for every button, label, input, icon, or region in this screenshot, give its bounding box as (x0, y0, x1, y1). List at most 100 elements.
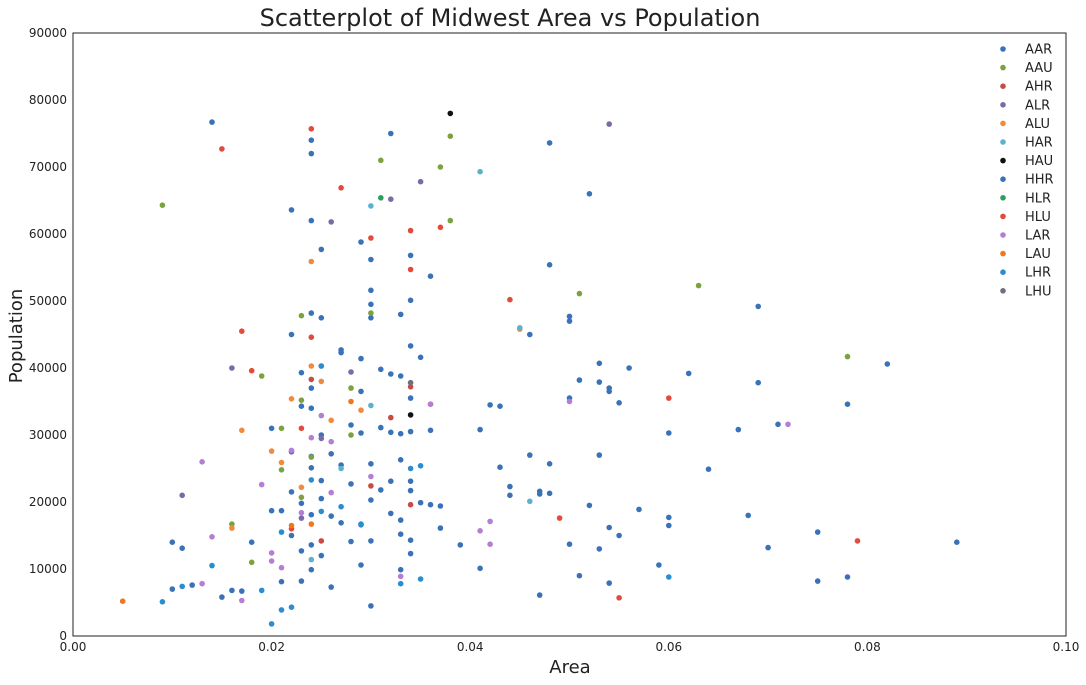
data-point (338, 349, 344, 356)
data-point (775, 421, 781, 428)
data-point (844, 353, 851, 360)
data-point (586, 502, 593, 509)
data-point (407, 465, 414, 472)
data-point (219, 146, 225, 152)
data-point (666, 522, 672, 529)
legend-label: ALR (1025, 98, 1050, 113)
data-point (497, 464, 503, 471)
data-point (189, 582, 195, 588)
legend-marker (1000, 195, 1006, 201)
data-point (427, 427, 434, 434)
data-point (358, 355, 364, 362)
data-point (407, 501, 414, 508)
data-point (388, 429, 394, 436)
data-point (844, 401, 851, 408)
data-point (507, 296, 513, 303)
data-point (785, 421, 791, 428)
legend-item-hlu: HLU (1000, 210, 1051, 225)
data-point (606, 388, 612, 395)
data-point (308, 385, 315, 391)
data-point (407, 550, 414, 557)
data-point (407, 379, 414, 386)
data-point (298, 509, 305, 516)
data-point (278, 467, 285, 473)
data-point (199, 459, 205, 465)
y-tick-label: 90000 (29, 26, 67, 40)
legend-label: HAU (1025, 154, 1053, 169)
data-point (258, 587, 265, 594)
legend-label: AAU (1025, 61, 1053, 76)
series-alr (179, 121, 612, 521)
series-lar (199, 398, 791, 604)
data-point (477, 565, 483, 572)
data-point (814, 529, 821, 535)
data-point (755, 379, 761, 386)
data-point (229, 521, 235, 527)
legend-item-har: HAR (1000, 136, 1053, 151)
data-point (388, 196, 394, 202)
data-point (288, 396, 295, 402)
plot-frame (72, 32, 1067, 637)
legend-item-ahr: AHR (1000, 80, 1053, 95)
data-point (308, 334, 315, 341)
data-point (397, 566, 404, 573)
data-point (328, 451, 335, 457)
data-point (606, 524, 612, 531)
legend-label: HLU (1025, 210, 1051, 225)
data-point (318, 378, 325, 385)
legend-label: LAU (1025, 247, 1051, 262)
data-point (527, 498, 533, 505)
data-point (219, 594, 225, 600)
data-point (606, 580, 612, 586)
legend: AAR AAU AHR ALR ALU HAR HAU HHR HLR HLU LAR LAU LHR L… (1000, 43, 1054, 299)
data-point (507, 492, 513, 499)
data-point (388, 414, 394, 421)
legend-label: LHR (1025, 266, 1051, 281)
data-point (368, 483, 374, 489)
y-tick-label: 60000 (29, 227, 67, 241)
data-point (338, 520, 344, 526)
data-point (407, 487, 414, 494)
legend-marker (1000, 120, 1006, 127)
data-point (288, 207, 295, 213)
data-point (298, 500, 305, 507)
data-point (318, 538, 325, 544)
data-point (566, 318, 573, 324)
data-point (437, 164, 444, 170)
data-point (318, 508, 325, 515)
data-point (278, 607, 285, 613)
data-point (417, 576, 424, 582)
data-point (477, 168, 483, 175)
data-point (318, 477, 325, 484)
data-point (666, 574, 672, 580)
legend-label: HHR (1025, 173, 1054, 188)
data-point (179, 583, 185, 590)
x-tick-label: 0.00 (60, 640, 87, 654)
data-point (407, 297, 414, 304)
legend-label: HAR (1025, 136, 1053, 151)
data-point (417, 354, 424, 361)
data-point (229, 587, 235, 594)
data-point (358, 239, 364, 245)
data-point (527, 331, 533, 338)
data-point (368, 310, 374, 316)
data-point (388, 130, 394, 137)
data-point (318, 315, 325, 321)
data-point (477, 528, 483, 534)
series-har (308, 168, 533, 563)
y-tick-label: 40000 (29, 361, 67, 375)
legend-item-lhr: LHR (1000, 266, 1051, 281)
x-tick-label: 0.04 (457, 640, 484, 654)
data-point (397, 430, 404, 437)
data-point (358, 407, 364, 414)
legend-marker (1000, 102, 1006, 108)
data-point (308, 454, 315, 460)
data-point (666, 430, 672, 436)
data-point (209, 562, 215, 569)
data-point (348, 422, 354, 428)
data-point (288, 604, 295, 610)
data-point (298, 397, 305, 404)
data-point (318, 435, 325, 442)
data-point (229, 525, 235, 531)
data-point (308, 126, 315, 132)
